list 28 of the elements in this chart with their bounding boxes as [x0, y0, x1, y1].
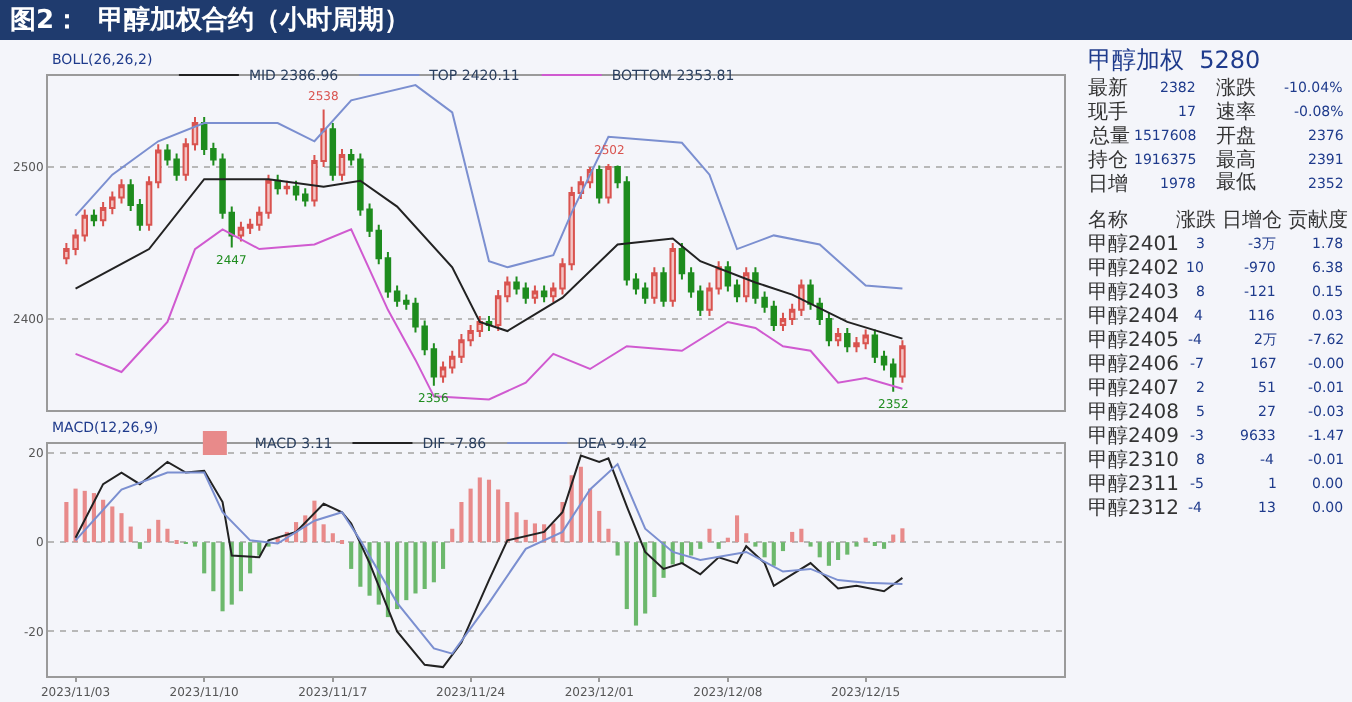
- category-label: 甲醇2405: [1088, 330, 1179, 352]
- text: 最低: [1216, 172, 1256, 194]
- category-label: 甲醇2310: [1088, 450, 1179, 472]
- category-label: 甲醇2404: [1088, 306, 1179, 328]
- category-label: 甲醇2406: [1088, 354, 1179, 376]
- category-label: 名称: [1088, 208, 1128, 232]
- category-label: 涨跌: [1176, 208, 1216, 232]
- text: 速率: [1216, 102, 1256, 124]
- category-label: 甲醇2401: [1088, 234, 1179, 256]
- text: 日增: [1088, 174, 1128, 196]
- category-label: 贡献度: [1288, 208, 1348, 232]
- category-label: 甲醇2403: [1088, 282, 1179, 304]
- text: 开盘: [1216, 126, 1256, 148]
- category-label: 甲醇2408: [1088, 402, 1179, 424]
- category-label: 甲醇2312: [1088, 498, 1179, 520]
- text: 持仓: [1088, 150, 1128, 172]
- text: 总量: [1090, 126, 1130, 148]
- category-label: 甲醇2409: [1088, 426, 1179, 448]
- text: 甲醇加权 5280: [1088, 46, 1261, 74]
- text: 涨跌: [1216, 78, 1256, 100]
- chart-title: 图2： 甲醇加权合约（小时周期）: [10, 4, 411, 36]
- category-label: 日增仓: [1222, 208, 1282, 232]
- category-label: 甲醇2407: [1088, 378, 1179, 400]
- text: 现手: [1088, 102, 1128, 124]
- category-label: 甲醇2311: [1088, 474, 1179, 496]
- category-label: 甲醇2402: [1088, 258, 1179, 280]
- text: 最高: [1216, 150, 1256, 172]
- text: 最新: [1088, 78, 1128, 100]
